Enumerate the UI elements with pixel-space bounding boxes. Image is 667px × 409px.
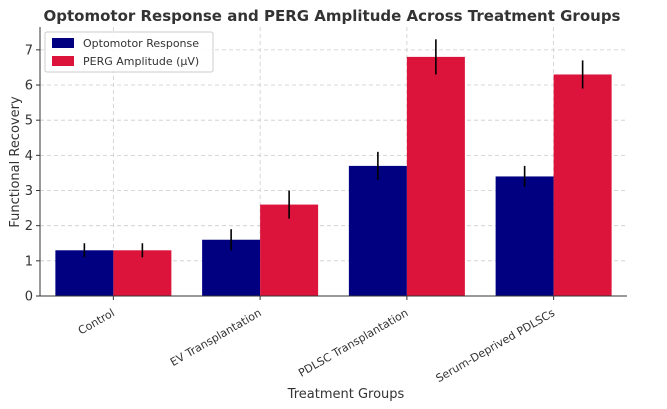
y-tick-labels: 0 1 2 3 4 5 6 7 bbox=[25, 43, 33, 304]
bar-perg bbox=[406, 56, 465, 297]
y-tick-label: 6 bbox=[25, 79, 33, 94]
legend: Optomotor Response PERG Amplitude (μV) bbox=[44, 31, 214, 73]
x-tick-label: EV Transplantation bbox=[168, 306, 264, 369]
y-tick-label: 1 bbox=[25, 254, 33, 269]
x-axis-title: Treatment Groups bbox=[287, 387, 405, 402]
y-tick-label: 0 bbox=[25, 290, 33, 305]
legend-swatch-perg bbox=[52, 56, 74, 66]
legend-label-optomotor: Optomotor Response bbox=[83, 37, 199, 50]
chart-title: Optomotor Response and PERG Amplitude Ac… bbox=[44, 7, 621, 25]
legend-swatch-optomotor bbox=[52, 38, 74, 48]
x-tick-label: Control bbox=[76, 306, 117, 337]
bars-layer bbox=[55, 56, 612, 297]
y-tick-label: 2 bbox=[25, 219, 33, 234]
bar-optomotor bbox=[348, 165, 407, 296]
error-bars-layer bbox=[83, 39, 584, 258]
y-tick-label: 7 bbox=[25, 43, 33, 58]
bar-perg bbox=[553, 74, 612, 297]
bar-optomotor bbox=[55, 250, 114, 296]
y-tick-label: 5 bbox=[25, 114, 33, 129]
legend-label-perg: PERG Amplitude (μV) bbox=[83, 55, 199, 68]
y-tick-label: 4 bbox=[25, 149, 33, 164]
axes-layer bbox=[36, 27, 627, 300]
y-tick-label: 3 bbox=[25, 184, 33, 199]
x-tick-labels: Control EV Transplantation PDLSC Transplan… bbox=[76, 306, 557, 385]
x-tick-label: PDLSC Transplantation bbox=[296, 306, 410, 379]
bar-perg bbox=[260, 204, 319, 296]
x-tick-label: Serum-Deprived PDLSCs bbox=[434, 306, 558, 385]
bar-optomotor bbox=[495, 176, 554, 296]
legend-box bbox=[44, 31, 214, 73]
bar-perg bbox=[113, 250, 172, 296]
y-axis-title: Functional Recovery bbox=[8, 96, 23, 228]
